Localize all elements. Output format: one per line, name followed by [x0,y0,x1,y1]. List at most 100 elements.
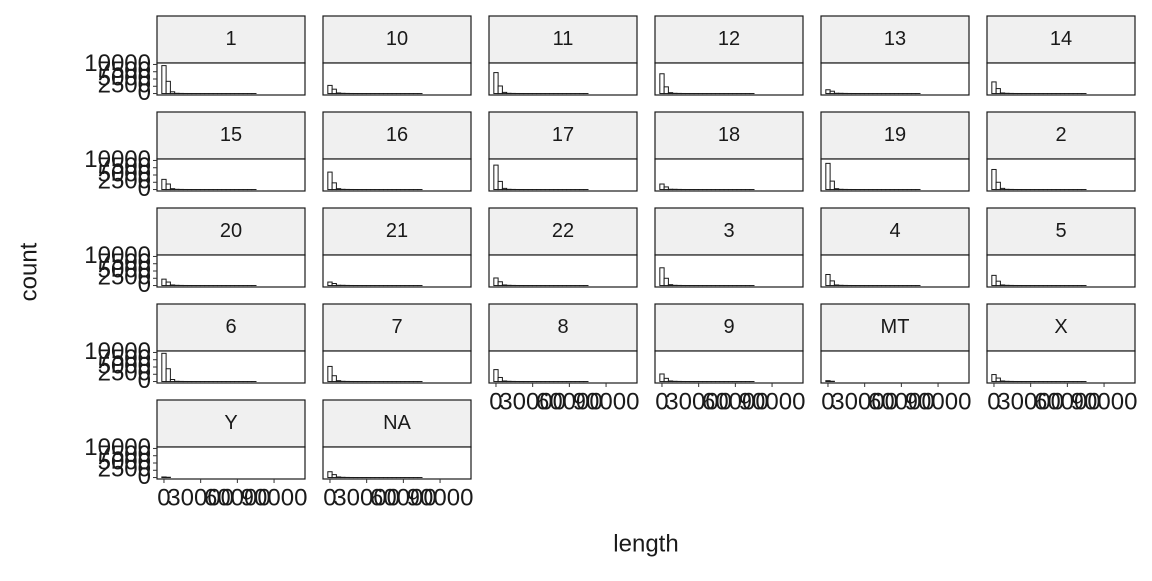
bar [332,284,336,286]
bar [498,377,502,381]
strip-label: 6 [225,316,236,338]
strip-label: 16 [386,124,408,146]
bar [494,278,498,286]
bar [170,285,174,286]
strip-label: 7 [391,316,402,338]
panel [157,447,305,479]
strip-label: 10 [386,28,408,50]
bar [332,475,336,478]
strip-label: NA [383,412,411,434]
panel [821,63,969,95]
bar [494,73,498,94]
bar [660,268,664,286]
bar [996,281,1000,285]
bar [336,189,340,190]
x-axis-title: length [613,530,678,557]
panel [157,159,305,191]
strip-label: 18 [718,124,740,146]
bar [996,182,1000,189]
bar [664,278,668,285]
strip-label: 20 [220,220,242,242]
bar [1000,381,1004,382]
bar [166,369,170,382]
bar [660,184,664,190]
bar [660,374,664,382]
y-tick-label: 10000 [84,434,151,461]
bar [162,66,166,94]
strip-label: 3 [723,220,734,242]
bar [834,285,838,286]
bar [826,163,830,189]
bar [1000,93,1004,94]
bar [336,477,340,478]
bar [830,91,834,93]
bar [162,179,166,189]
bar [664,87,668,94]
y-axis-title: count [15,242,42,301]
panel [157,63,305,95]
panel [655,159,803,191]
bar [162,279,166,285]
panel [157,255,305,287]
y-tick-label: 10000 [84,146,151,173]
strip-label: 1 [225,28,236,50]
strip-label: 22 [552,220,574,242]
bar [992,82,996,94]
panel [987,351,1135,383]
bar [170,189,174,190]
strip-label: 21 [386,220,408,242]
panel [821,159,969,191]
bar [1000,285,1004,286]
panel [821,351,969,383]
bar [502,381,506,382]
bar [328,282,332,285]
panel [489,255,637,287]
bar [992,375,996,382]
x-tick-label: 90000 [1071,388,1138,415]
x-tick-label: 90000 [241,484,308,511]
bar [162,477,166,478]
bar [166,81,170,93]
bar [826,90,830,94]
panel [323,63,471,95]
bar [668,93,672,94]
bar [336,93,340,94]
bar [502,188,506,189]
bar [498,282,502,286]
strip-label: 4 [889,220,900,242]
bar [996,378,1000,381]
strip-label: 13 [884,28,906,50]
strip-label: 17 [552,124,574,146]
y-tick-label: 10000 [84,242,151,269]
bar [166,282,170,285]
bar [996,89,1000,94]
x-tick-label: 90000 [739,388,806,415]
x-tick-label: 90000 [407,484,474,511]
strip-label: 5 [1055,220,1066,242]
bar [668,381,672,382]
bar [834,189,838,190]
panel [157,351,305,383]
bar [494,370,498,382]
bar [332,376,336,382]
bar [498,181,502,189]
bar [992,275,996,285]
panel [323,255,471,287]
bar [992,169,996,189]
panel [323,447,471,479]
bar [328,85,332,93]
bar [1000,188,1004,189]
bar [826,274,830,285]
strip-label: 14 [1050,28,1072,50]
strip-label: X [1054,316,1067,338]
bar [328,472,332,478]
x-tick-label: 90000 [905,388,972,415]
strip-label: 15 [220,124,242,146]
panel [987,159,1135,191]
strip-label: Y [224,412,237,434]
bar [660,74,664,94]
bar [664,187,668,190]
bar [170,380,174,382]
x-tick-label: 90000 [573,388,640,415]
